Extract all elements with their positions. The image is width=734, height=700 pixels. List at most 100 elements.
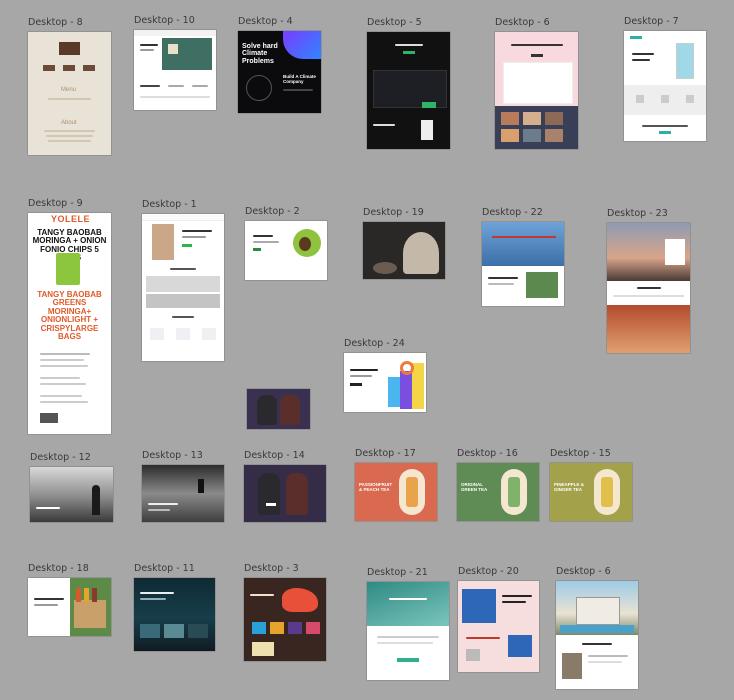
frame-desktop-18[interactable]: Desktop - 18 bbox=[28, 563, 111, 636]
frame-desktop-24[interactable]: Desktop - 24 bbox=[344, 338, 426, 412]
card-yellow bbox=[412, 363, 424, 409]
menu-tile bbox=[43, 65, 55, 71]
frame-desktop-21[interactable]: Desktop - 21 bbox=[367, 567, 449, 680]
section-heading: Build A Climate Company bbox=[283, 74, 316, 84]
hero-image bbox=[403, 232, 439, 274]
frame-desktop-4[interactable]: Desktop - 4 Solve hard Climate Problems … bbox=[238, 16, 321, 113]
photo-tile bbox=[501, 129, 519, 142]
frame-label[interactable]: Desktop - 18 bbox=[28, 563, 89, 574]
frame-label[interactable]: Desktop - 9 bbox=[28, 198, 83, 209]
frame-desktop-9[interactable]: Desktop - 9 YOLELE TANGY BAOBAB MORINGA … bbox=[28, 198, 111, 434]
backpack-image[interactable] bbox=[247, 389, 310, 429]
frame-label[interactable]: Desktop - 7 bbox=[624, 16, 679, 27]
frame-desktop-16[interactable]: Desktop - 16 ORIGINAL GREEN TEA bbox=[457, 448, 539, 521]
cta-button bbox=[350, 383, 362, 386]
product-bottle bbox=[601, 477, 613, 507]
frame-label[interactable]: Desktop - 20 bbox=[458, 566, 519, 577]
card-purple bbox=[400, 371, 412, 409]
frame-desktop-14[interactable]: Desktop - 14 bbox=[244, 450, 326, 522]
cta-button bbox=[403, 51, 415, 54]
hero-image bbox=[367, 582, 449, 626]
frame-label[interactable]: Desktop - 1 bbox=[142, 199, 197, 210]
nature-image bbox=[526, 272, 558, 298]
cta-button bbox=[182, 244, 192, 247]
frame-label[interactable]: Desktop - 14 bbox=[244, 450, 305, 461]
frame-desktop-5[interactable]: Desktop - 5 bbox=[367, 17, 450, 149]
frame-label[interactable]: Desktop - 6 bbox=[556, 566, 611, 577]
product-box bbox=[74, 600, 106, 628]
product-tile bbox=[306, 622, 320, 634]
logo bbox=[630, 36, 642, 39]
frame-label[interactable]: Desktop - 12 bbox=[30, 452, 91, 463]
product-title: ORIGINAL GREEN TEA bbox=[461, 482, 488, 492]
frame-desktop-13[interactable]: Desktop - 13 bbox=[142, 450, 224, 522]
card-blue bbox=[388, 377, 400, 407]
frame-label[interactable]: Desktop - 17 bbox=[355, 448, 416, 459]
frame-label[interactable]: Desktop - 10 bbox=[134, 15, 195, 26]
frame-desktop-7[interactable]: Desktop - 7 bbox=[624, 16, 706, 141]
hero-image bbox=[162, 38, 212, 70]
frame-desktop-1[interactable]: Desktop - 1 bbox=[142, 199, 224, 361]
footer-image bbox=[607, 305, 690, 353]
gradient-blob bbox=[283, 31, 321, 59]
frame-label[interactable]: Desktop - 2 bbox=[245, 206, 300, 217]
frame-desktop-6-house[interactable]: Desktop - 6 bbox=[556, 566, 638, 689]
hero-headline: Solve hard Climate Problems bbox=[242, 43, 278, 65]
product-bag bbox=[56, 253, 80, 285]
footer-image bbox=[40, 413, 58, 423]
hero-image bbox=[59, 42, 80, 55]
phone-mockup bbox=[676, 43, 694, 79]
frame-label[interactable]: Desktop - 23 bbox=[607, 208, 668, 219]
person-figure bbox=[92, 485, 100, 515]
menu-tile bbox=[83, 65, 95, 71]
frame-label[interactable]: Desktop - 11 bbox=[134, 563, 195, 574]
hero-image bbox=[482, 222, 564, 266]
frame-desktop-2[interactable]: Desktop - 2 bbox=[245, 206, 327, 280]
product-title: PINEAPPLE & GINGER TEA bbox=[554, 482, 585, 492]
frame-label[interactable]: Desktop - 5 bbox=[367, 17, 422, 28]
frame-label[interactable]: Desktop - 15 bbox=[550, 448, 611, 459]
gallery-strip bbox=[146, 294, 220, 308]
product-bottle bbox=[508, 477, 520, 507]
cta-button bbox=[531, 54, 543, 57]
frame-label[interactable]: Desktop - 16 bbox=[457, 448, 518, 459]
frame-desktop-19[interactable]: Desktop - 19 bbox=[363, 207, 445, 279]
gallery-tile bbox=[562, 653, 582, 679]
frame-desktop-8[interactable]: Desktop - 8 Menu About bbox=[28, 17, 111, 155]
person-figure bbox=[198, 479, 204, 493]
sneaker-image bbox=[282, 588, 318, 612]
frame-desktop-15[interactable]: Desktop - 15 PINEAPPLE & GINGER TEA bbox=[550, 448, 632, 521]
frame-label[interactable]: Desktop - 21 bbox=[367, 567, 428, 578]
product-bottle bbox=[406, 477, 418, 507]
product-tile bbox=[508, 635, 532, 657]
frame-label[interactable]: Desktop - 3 bbox=[244, 563, 299, 574]
frame-desktop-22[interactable]: Desktop - 22 bbox=[482, 207, 564, 306]
frame-label[interactable]: Desktop - 13 bbox=[142, 450, 203, 461]
frame-desktop-17[interactable]: Desktop - 17 PASSIONFRUIT & PEACH TEA bbox=[355, 448, 437, 521]
dashboard-preview bbox=[373, 70, 447, 108]
frame-label[interactable]: Desktop - 6 bbox=[495, 17, 550, 28]
frame-label[interactable]: Desktop - 24 bbox=[344, 338, 405, 349]
gallery-tile bbox=[188, 624, 208, 638]
frame-label[interactable]: Desktop - 8 bbox=[28, 17, 83, 28]
frame-desktop-20[interactable]: Desktop - 20 bbox=[458, 566, 539, 672]
frame-desktop-6[interactable]: Desktop - 6 bbox=[495, 17, 578, 149]
frame-label[interactable]: Desktop - 4 bbox=[238, 16, 293, 27]
frame-desktop-11[interactable]: Desktop - 11 bbox=[134, 563, 215, 651]
hero-text-secondary: TANGY BAOBAB GREENS MORINGA+ ONIONLIGHT … bbox=[37, 290, 102, 341]
photo-tile bbox=[523, 112, 541, 125]
product-tile bbox=[270, 622, 284, 634]
frame-label[interactable]: Desktop - 22 bbox=[482, 207, 543, 218]
frame-desktop-10[interactable]: Desktop - 10 bbox=[134, 15, 216, 110]
app-preview bbox=[503, 62, 573, 104]
product-tile bbox=[252, 622, 266, 634]
frame-desktop-23[interactable]: Desktop - 23 bbox=[607, 208, 690, 353]
frame-desktop-12[interactable]: Desktop - 12 bbox=[30, 452, 113, 522]
photo-tile bbox=[523, 129, 541, 142]
gallery-strip bbox=[146, 276, 220, 292]
product-tile bbox=[466, 649, 480, 661]
frame-label[interactable]: Desktop - 19 bbox=[363, 207, 424, 218]
hero-image bbox=[152, 224, 174, 260]
frame-desktop-3[interactable]: Desktop - 3 bbox=[244, 563, 326, 661]
